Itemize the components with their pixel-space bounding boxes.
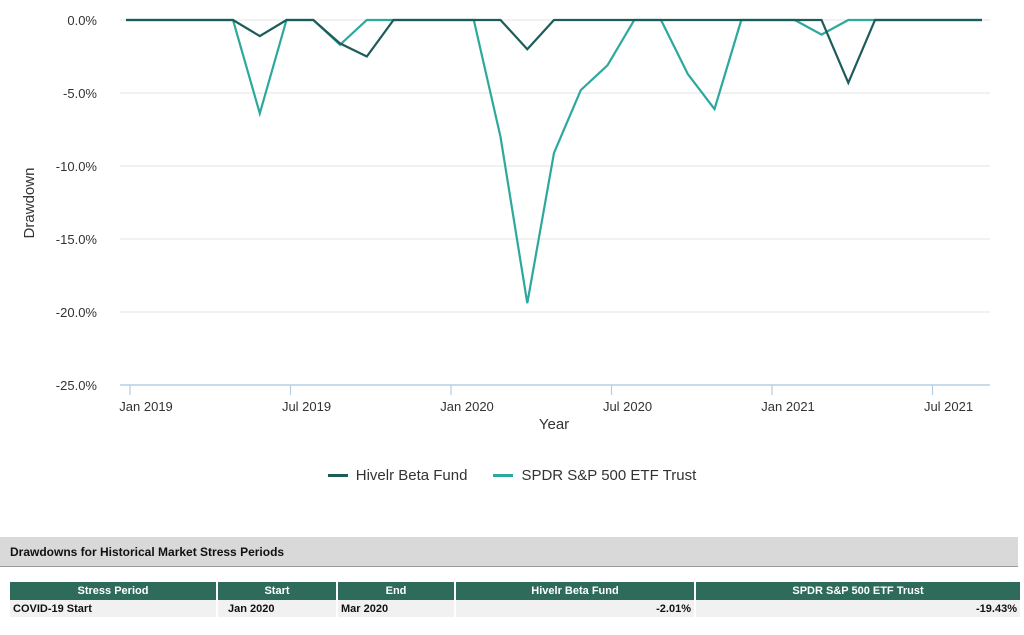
cell-end: Mar 2020 bbox=[338, 600, 454, 617]
legend-item-spdr[interactable]: SPDR S&P 500 ETF Trust bbox=[493, 467, 696, 484]
column-header-start[interactable]: Start bbox=[218, 582, 336, 600]
y-tick-label: -15.0% bbox=[56, 232, 98, 247]
column-header-hivelr[interactable]: Hivelr Beta Fund bbox=[456, 582, 694, 600]
x-tick-label: Jul 2020 bbox=[603, 399, 652, 414]
stress-section-title: Drawdowns for Historical Market Stress P… bbox=[0, 537, 1018, 567]
legend-swatch-hivelr bbox=[327, 473, 348, 477]
table-row: COVID-19 Start Jan 2020 Mar 2020 -2.01% … bbox=[10, 600, 1020, 617]
legend-label-spdr: SPDR S&P 500 ETF Trust bbox=[521, 466, 697, 484]
series-line-hivelr[interactable] bbox=[126, 18, 982, 86]
column-header-stress-period[interactable]: Stress Period bbox=[10, 582, 216, 600]
y-tick-label: -20.0% bbox=[56, 305, 98, 320]
table-header-row: Stress Period Start End Hivelr Beta Fund… bbox=[10, 582, 1020, 600]
y-tick-label: -25.0% bbox=[56, 378, 98, 393]
x-tick-label: Jul 2021 bbox=[924, 399, 973, 414]
x-tick-label: Jan 2019 bbox=[119, 399, 173, 414]
series-line-spdr[interactable] bbox=[126, 18, 982, 304]
column-header-end[interactable]: End bbox=[338, 582, 454, 600]
axes: 0.0% -5.0% -10.0% -15.0% -20.0% -25.0% Jan 201… bbox=[56, 13, 990, 414]
y-tick-label: -10.0% bbox=[56, 159, 98, 174]
drawdown-chart: 0.0% -5.0% -10.0% -15.0% -20.0% -25.0% Jan 201… bbox=[21, 13, 990, 433]
x-tick-label: Jan 2020 bbox=[440, 399, 494, 414]
grid-lines bbox=[120, 19, 990, 386]
legend-item-hivelr[interactable]: Hivelr Beta Fund bbox=[327, 466, 468, 484]
cell-stress-period: COVID-19 Start bbox=[10, 600, 216, 617]
column-header-spdr[interactable]: SPDR S&P 500 ETF Trust bbox=[696, 582, 1020, 600]
legend-swatch-spdr bbox=[493, 473, 514, 477]
cell-spdr-drawdown: -19.43% bbox=[696, 600, 1020, 617]
cell-hivelr-drawdown: -2.01% bbox=[456, 600, 694, 617]
chart-legend: Hivelr Beta Fund SPDR S&P 500 ETF Trust bbox=[0, 464, 1024, 486]
stress-periods-table: Stress Period Start End Hivelr Beta Fund… bbox=[8, 582, 1022, 617]
x-tick-label: Jan 2021 bbox=[761, 399, 815, 414]
y-axis-title: Drawdown bbox=[21, 168, 38, 239]
x-tick-label: Jul 2019 bbox=[282, 399, 331, 414]
legend-label-hivelr: Hivelr Beta Fund bbox=[355, 466, 468, 484]
x-axis-title: Year bbox=[539, 416, 569, 433]
y-tick-label: 0.0% bbox=[67, 13, 97, 28]
y-tick-label: -5.0% bbox=[63, 86, 97, 101]
cell-start: Jan 2020 bbox=[218, 600, 336, 617]
series-lines bbox=[126, 18, 982, 304]
